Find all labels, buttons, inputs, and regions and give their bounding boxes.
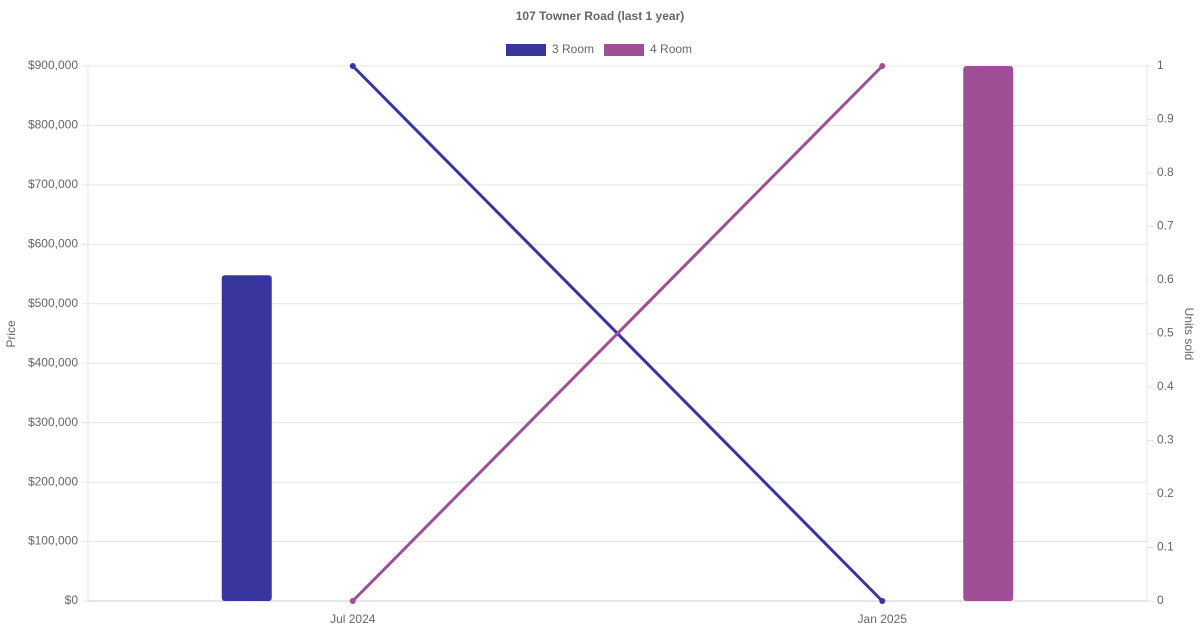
legend-label[interactable]: 4 Room [650,42,692,56]
x-tick-label: Jul 2024 [330,612,376,626]
y-tick-label: $600,000 [28,237,78,251]
y-tick-label: $100,000 [28,534,78,548]
x-tick-label: Jan 2025 [858,612,908,626]
y2-tick-label: 0.9 [1157,112,1174,126]
y-tick-label: $300,000 [28,415,78,429]
y-tick-label: $200,000 [28,474,78,488]
legend-label[interactable]: 3 Room [552,42,594,56]
y2-tick-label: 0.2 [1157,486,1174,500]
y2-tick-label: 0.1 [1157,540,1174,554]
legend-swatch[interactable] [604,44,645,56]
y2-tick-label: 0.8 [1157,165,1174,179]
y2-tick-label: 0.6 [1157,272,1174,286]
y-axis-title: Price [4,320,18,348]
y2-tick-label: 0.7 [1157,219,1174,233]
y-tick-label: $700,000 [28,177,78,191]
y-tick-label: $400,000 [28,355,78,369]
y-tick-label: $900,000 [28,58,78,72]
chart-title: 107 Towner Road (last 1 year) [516,9,685,23]
y2-axis-title: Units sold [1182,308,1196,361]
line [351,64,884,603]
y-tick-label: $800,000 [28,118,78,132]
legend-swatch[interactable] [506,44,546,56]
line-point [349,63,356,69]
y2-tick-label: 1 [1157,58,1164,72]
y2-tick-label: 0.4 [1157,379,1174,393]
y-tick-label: $500,000 [28,296,78,310]
bar [963,66,1014,601]
y2-tick-label: 0.3 [1157,433,1174,447]
y2-tick-label: 0 [1157,593,1164,607]
bar [221,275,272,601]
y-tick-label: $0 [65,593,79,607]
y2-tick-label: 0.5 [1157,326,1174,340]
line-point [879,598,886,604]
line-point [879,63,886,69]
line-point [349,598,356,604]
